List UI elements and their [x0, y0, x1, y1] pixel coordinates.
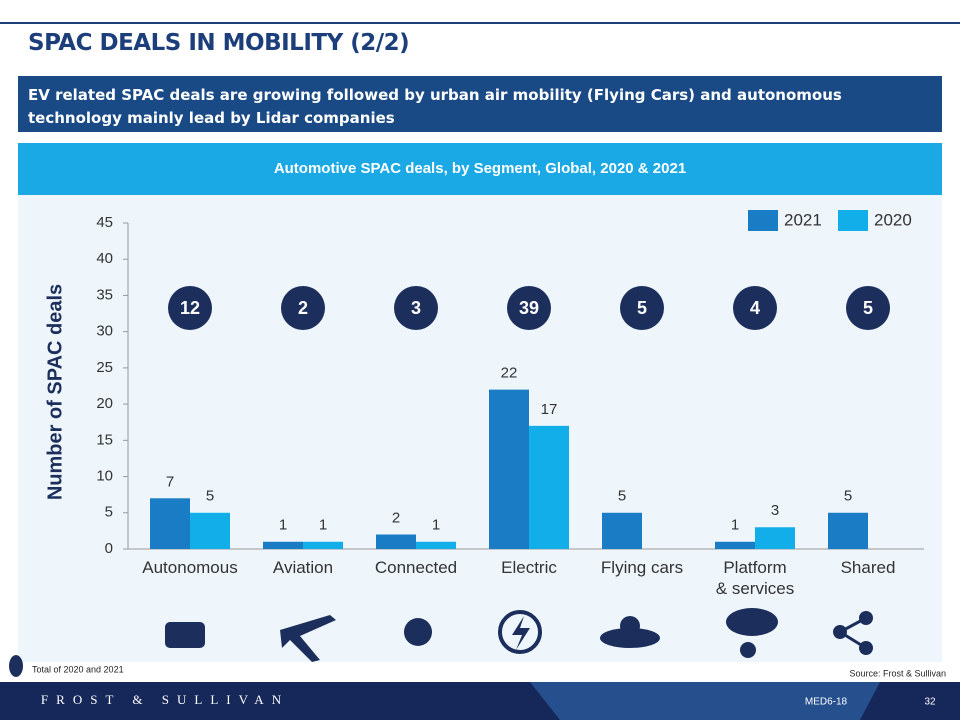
data-label: 1 [432, 517, 440, 534]
total-badge [168, 286, 212, 330]
legend-swatch [838, 210, 868, 231]
icon-cloud [726, 608, 778, 636]
y-tick-label: 40 [96, 250, 113, 267]
data-label: 5 [206, 488, 214, 505]
legend-label: 2020 [874, 210, 912, 229]
icon-electric [498, 610, 542, 654]
bar [150, 498, 190, 549]
note: Total of 2020 and 2021 [32, 664, 124, 674]
data-label: 2 [392, 509, 400, 526]
slide-code: MED6-18 [805, 697, 848, 708]
data-label: 17 [541, 401, 558, 418]
x-tick-label: Aviation [272, 558, 334, 577]
bar [416, 541, 456, 549]
bar [602, 512, 642, 549]
bar [828, 512, 868, 549]
icon-share-lines [836, 616, 867, 650]
y-tick-label: 0 [105, 540, 113, 557]
y-tick-label: 35 [96, 286, 113, 303]
icon-connected [404, 618, 432, 646]
x-tick-label: Connected [374, 558, 458, 577]
total-label: 5 [637, 298, 647, 318]
icon-gear [740, 642, 756, 658]
chart-header [18, 143, 942, 195]
data-label: 1 [731, 517, 739, 534]
data-label: 5 [844, 488, 852, 505]
y-tick-label: 45 [96, 214, 113, 231]
y-tick-label: 15 [96, 431, 113, 448]
bar [376, 534, 416, 549]
data-label: 1 [279, 517, 287, 534]
x-tick-label: Platform & services [715, 558, 795, 598]
total-badge [394, 286, 438, 330]
icon-car [165, 622, 205, 648]
total-label: 12 [180, 298, 200, 318]
x-tick-label: Autonomous [142, 558, 238, 577]
icon-plane [280, 615, 336, 662]
y-tick-label: 10 [96, 468, 113, 485]
bar [190, 512, 230, 549]
y-tick-label: 30 [96, 323, 113, 340]
icons [165, 608, 873, 662]
icon-dome [620, 616, 640, 636]
page-number: 32 [924, 697, 936, 708]
bar [263, 541, 303, 549]
total-badge [507, 286, 551, 330]
total-label: 2 [298, 298, 308, 318]
total-label: 4 [750, 298, 760, 318]
bar [715, 541, 755, 549]
total-label: 39 [519, 298, 539, 318]
summary: EV related SPAC deals are growing follow… [28, 86, 842, 127]
y-tick-label: 25 [96, 359, 113, 376]
total-badge [733, 286, 777, 330]
footer-accent [530, 682, 880, 720]
total-badge [620, 286, 664, 330]
bar [529, 425, 569, 549]
legend-swatch [748, 210, 778, 231]
data-label: 7 [166, 473, 174, 490]
data-label: 3 [771, 502, 779, 519]
icon-bolt [512, 616, 530, 650]
logo: FROST & SULLIVAN [41, 692, 289, 707]
data-label: 1 [319, 517, 327, 534]
x-tick-label: Shared [840, 558, 896, 577]
source: Source: Frost & Sullivan [849, 668, 946, 678]
icon-flying-car [600, 628, 660, 648]
legend-label: 2021 [784, 210, 822, 229]
x-tick-label: Flying cars [600, 558, 684, 577]
x-tick-label: Electric [501, 558, 557, 577]
chart-title: Automotive SPAC deals, by Segment, Globa… [274, 160, 686, 177]
chart-panel [18, 195, 942, 662]
total-badge [846, 286, 890, 330]
data-label: 5 [618, 488, 626, 505]
note-marker [9, 655, 23, 677]
bar [755, 527, 795, 549]
y-axis-title: Number of SPAC deals [44, 284, 66, 500]
slide-title: SPAC DEALS IN MOBILITY (2/2) [28, 30, 410, 56]
bar [303, 541, 343, 549]
y-tick-label: 5 [105, 504, 113, 521]
total-label: 5 [863, 298, 873, 318]
y-tick-label: 20 [96, 395, 113, 412]
data-label: 22 [501, 365, 518, 382]
summary-box [18, 76, 942, 132]
bar [489, 389, 529, 549]
total-label: 3 [411, 298, 421, 318]
total-badge [281, 286, 325, 330]
